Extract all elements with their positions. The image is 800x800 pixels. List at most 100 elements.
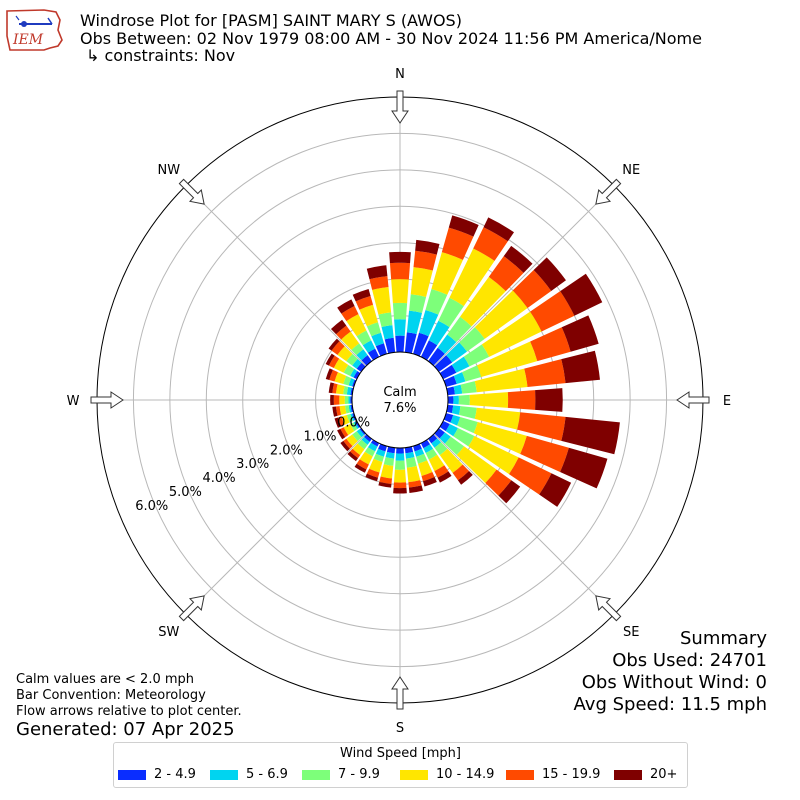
generated-date: Generated: 07 Apr 2025 <box>16 719 235 740</box>
wind-bar-segment <box>438 297 464 328</box>
wind-bar-segment <box>329 369 338 382</box>
wind-bar-segment <box>517 412 566 441</box>
compass-label: E <box>723 394 731 409</box>
wind-bar-segment <box>405 451 415 459</box>
bar-convention-note: Bar Convention: Meteorology <box>16 688 206 703</box>
wind-bar-segment <box>457 470 473 485</box>
wind-bar-segment <box>339 395 345 405</box>
wind-bar-segment <box>460 381 477 394</box>
wind-bar-segment <box>352 358 362 369</box>
flow-arrow-shape <box>391 90 409 124</box>
wind-bar-segment <box>437 471 452 483</box>
wind-bar-segment <box>456 446 497 483</box>
legend-swatch <box>614 769 642 780</box>
flow-arrow-icon <box>178 595 205 622</box>
flow-arrow-shape <box>391 676 409 710</box>
wind-bar-segment <box>332 383 338 394</box>
radial-tick-label: 3.0% <box>236 457 269 472</box>
wind-bar-segment <box>421 472 435 482</box>
wind-bar-segment <box>561 416 620 455</box>
calm-label: Calm <box>383 385 416 400</box>
wind-bar-segment <box>365 473 379 482</box>
legend-label: 10 - 14.9 <box>436 767 495 782</box>
wind-bar-segment <box>341 305 359 322</box>
wind-bar-segment <box>459 327 485 352</box>
wind-bar-segment <box>348 396 351 404</box>
flow-arrow-icon <box>90 391 124 409</box>
wind-bar-segment <box>473 227 508 261</box>
wind-bar-segment <box>425 448 438 460</box>
wind-bar-segment <box>524 359 566 388</box>
wind-bar-segment <box>453 384 463 395</box>
wind-bar-segment <box>350 448 361 459</box>
wind-bar-segment <box>366 322 381 337</box>
wind-bar-segment <box>356 330 372 346</box>
wind-bar-segment <box>383 457 395 466</box>
wind-bar-segment <box>520 435 569 472</box>
wind-bar-segment <box>414 448 425 457</box>
wind-bar-segment <box>362 340 376 353</box>
wind-bar-segment <box>474 368 528 393</box>
wind-bar-segment <box>369 458 383 473</box>
wind-bar-segment <box>410 267 433 297</box>
wind-bar-segment <box>363 434 372 442</box>
compass-label: SW <box>158 625 179 640</box>
wind-bar-segment <box>423 444 434 454</box>
chart-title: Windrose Plot for [PASM] SAINT MARY S (A… <box>80 11 462 30</box>
wind-bar-segment <box>378 481 392 488</box>
wind-bar-segment <box>356 429 365 438</box>
wind-bar-segment <box>473 421 527 455</box>
wind-bar-segment <box>384 337 396 354</box>
wind-bar-segment <box>481 311 542 357</box>
wind-bar-segment <box>394 460 406 470</box>
wind-bar-segment <box>406 465 421 483</box>
wind-bar-segment <box>337 346 353 362</box>
wind-bar-segment <box>477 341 538 378</box>
wind-bar-segment <box>347 451 359 462</box>
wind-bar-segment <box>344 395 349 405</box>
grid-ring <box>132 132 668 668</box>
wind-bar-segment <box>560 447 608 489</box>
flow-arrow-shape <box>676 391 710 409</box>
radial-tick-label: 1.0% <box>303 429 336 444</box>
wind-bar-segment <box>413 332 429 357</box>
wind-bar-segment <box>336 325 351 340</box>
wind-bar-segment <box>340 427 349 438</box>
wind-bar-segment <box>366 265 388 280</box>
wind-bar-segment <box>434 442 448 456</box>
polar-labels: N NE E SE S SW W NW 0.0%1.0%2.0%3.0%4.0%5.0%6.0%… <box>67 67 732 736</box>
wind-bar-segment <box>418 460 433 476</box>
compass-label: N <box>395 67 405 82</box>
flow-arrow-icon <box>595 178 622 205</box>
legend-item: 7 - 9.9 <box>302 767 380 782</box>
flow-arrow-shape <box>595 595 622 622</box>
wind-bar-segment <box>453 395 459 405</box>
wind-bar-segment <box>370 439 380 447</box>
wind-bar-segment <box>439 448 463 473</box>
compass-label: W <box>67 394 80 409</box>
wind-bar-segment <box>344 405 350 414</box>
wind-bar-segment <box>330 319 347 335</box>
wind-bar-segment <box>328 355 340 369</box>
flow-arrow-shape <box>178 595 205 622</box>
grid-ring <box>169 169 631 631</box>
wind-bar-segment <box>474 407 521 430</box>
wind-bar-segment <box>359 304 379 327</box>
wind-bar-segment <box>340 440 350 452</box>
wind-bar-segment <box>463 344 490 367</box>
wind-bar-segment <box>431 252 463 295</box>
wind-bar-segment <box>560 273 603 316</box>
wind-bar-segment <box>434 355 453 372</box>
wind-bar-segment <box>353 421 359 430</box>
legend-swatch <box>400 769 428 780</box>
wind-bar-segment <box>445 424 458 437</box>
wind-bar-segment <box>451 356 470 373</box>
wind-bar-segment <box>539 473 572 507</box>
wind-bar-segment <box>446 342 467 363</box>
wind-bar-segment <box>343 424 355 436</box>
wind-bar-segment <box>391 279 409 304</box>
wind-bar-segment <box>447 396 454 404</box>
flow-arrow-icon <box>178 178 205 205</box>
legend: Wind Speed [mph] 2 - 4.9 5 - 6.9 7 - 9.9… <box>113 742 688 788</box>
legend-label: 15 - 19.9 <box>542 767 601 782</box>
